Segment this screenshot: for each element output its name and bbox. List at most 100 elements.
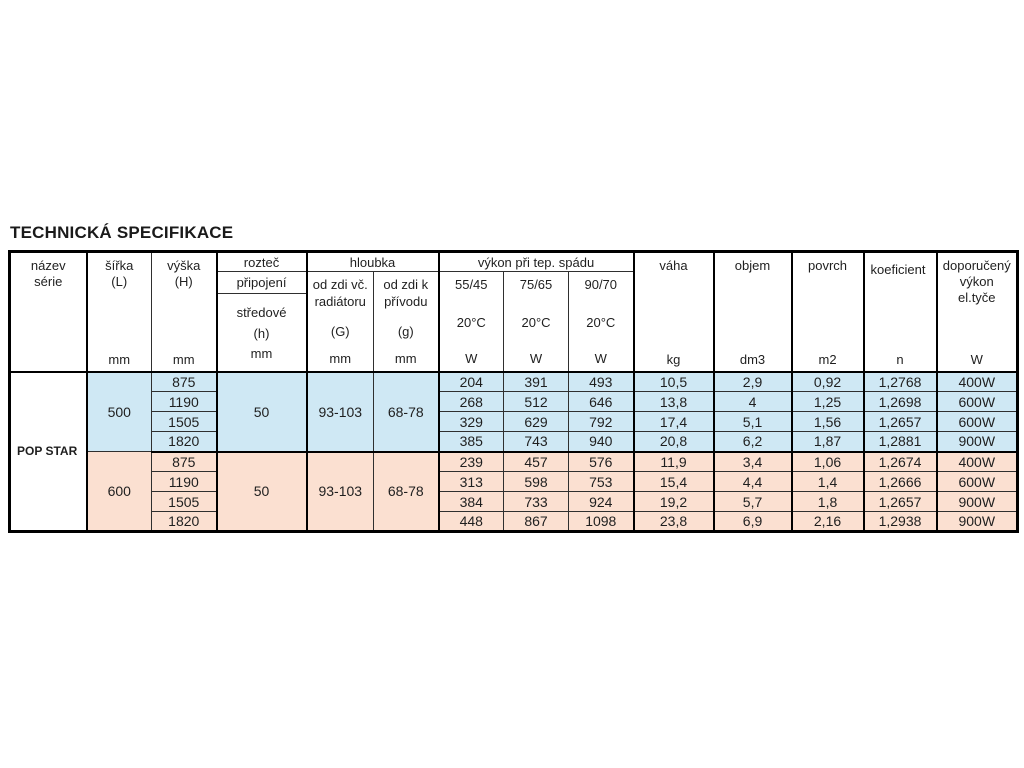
col-header-pripojeni: připojení <box>216 271 308 294</box>
cell-roztec: 50 <box>216 451 308 532</box>
header-symbol: (g) <box>397 323 414 339</box>
cell-objem: 2,9 <box>713 370 793 392</box>
table-row: 1505 329 629 792 17,4 5,1 1,56 1,2657 60… <box>10 411 1019 432</box>
cell-vykon-90-70: 924 <box>568 491 635 512</box>
header-label: doporučený <box>942 257 1011 273</box>
cell-vykon-90-70: 1098 <box>568 511 635 532</box>
header-label: koeficient <box>870 261 926 277</box>
cell-koeficient: 1,2674 <box>863 451 938 472</box>
header-label: (h) <box>253 325 270 341</box>
cell-hloubka-G: 93-103 <box>306 370 374 453</box>
cell-vyska: 1820 <box>151 511 218 532</box>
header-unit: n <box>896 351 904 367</box>
col-header-objem: objem dm3 <box>713 251 793 373</box>
cell-el-vykon: 600W <box>936 411 1019 432</box>
cell-vaha: 11,9 <box>633 451 715 472</box>
cell-vykon-90-70: 792 <box>568 411 635 432</box>
cell-vykon-75-65: 598 <box>503 471 570 492</box>
cell-koeficient: 1,2881 <box>863 431 938 453</box>
cell-objem: 6,9 <box>713 511 793 532</box>
table-row: 1820 448 867 1098 23,8 6,9 2,16 1,2938 9… <box>10 511 1019 532</box>
cell-povrch: 1,56 <box>791 411 865 432</box>
header-label: (H) <box>174 274 193 289</box>
cell-vyska: 1505 <box>151 491 218 512</box>
cell-vaha: 23,8 <box>633 511 715 532</box>
cell-roztec: 50 <box>216 370 308 453</box>
header-label: přívodu <box>384 293 428 309</box>
cell-vaha: 13,8 <box>633 391 715 412</box>
cell-vaha: 19,2 <box>633 491 715 512</box>
cell-vaha: 15,4 <box>633 471 715 492</box>
cell-vykon-55-45: 448 <box>438 511 505 532</box>
cell-hloubka-g: 68-78 <box>372 370 440 453</box>
cell-vaha: 10,5 <box>633 370 715 392</box>
col-header-koeficient: koeficient n <box>863 251 938 373</box>
cell-povrch: 1,25 <box>791 391 865 412</box>
header-label: 20°C <box>521 314 551 330</box>
cell-sirka: 600 <box>86 451 152 532</box>
header-unit: mm <box>250 345 273 361</box>
col-header-doporuceny-vykon: doporučený výkon el.tyče W <box>936 251 1019 373</box>
cell-vykon-90-70: 576 <box>568 451 635 472</box>
header-unit: m2 <box>818 351 837 367</box>
col-header-vaha: váha kg <box>633 251 715 373</box>
header-unit: kg <box>666 351 681 367</box>
header-unit: dm3 <box>739 351 766 367</box>
header-unit: W <box>970 351 983 367</box>
cell-vyska: 1820 <box>151 431 218 453</box>
cell-vyska: 1190 <box>151 391 218 412</box>
cell-vyska: 1505 <box>151 411 218 432</box>
header-label: 20°C <box>456 314 486 330</box>
col-header-stredove: středové (h) mm <box>216 293 308 373</box>
cell-vyska: 1190 <box>151 471 218 492</box>
cell-vykon-90-70: 940 <box>568 431 635 453</box>
col-header-hloubka-group: hloubka <box>305 251 440 272</box>
header-unit: W <box>529 351 543 367</box>
cell-vykon-75-65: 867 <box>503 511 570 532</box>
header-label: objem <box>734 257 771 273</box>
cell-vykon-75-65: 457 <box>503 451 570 472</box>
header-label: název <box>30 257 66 273</box>
header-label: váha <box>659 257 688 273</box>
cell-vykon-75-65: 512 <box>503 391 570 412</box>
table-row: 1505 384 733 924 19,2 5,7 1,8 1,2657 900… <box>10 491 1019 512</box>
col-header-nazev-serie: název série <box>9 251 88 373</box>
cell-vykon-55-45: 268 <box>438 391 505 412</box>
col-header-vykon-55-45: 55/45 20°C W <box>438 271 505 373</box>
header-unit: W <box>594 351 607 367</box>
cell-vykon-55-45: 384 <box>438 491 505 512</box>
cell-povrch: 1,87 <box>791 431 865 453</box>
col-header-vykon-90-70: 90/70 20°C W <box>568 271 635 373</box>
cell-vykon-55-45: 329 <box>438 411 505 432</box>
cell-objem: 4 <box>713 391 793 412</box>
cell-povrch: 0,92 <box>791 370 865 392</box>
cell-koeficient: 1,2938 <box>863 511 938 532</box>
cell-vykon-75-65: 629 <box>503 411 570 432</box>
cell-koeficient: 1,2768 <box>863 370 938 392</box>
cell-povrch: 1,06 <box>791 451 865 472</box>
header-label: od zdi k <box>383 277 429 293</box>
cell-vaha: 20,8 <box>633 431 715 453</box>
cell-vykon-55-45: 204 <box>438 370 505 392</box>
cell-vykon-55-45: 313 <box>438 471 505 492</box>
cell-el-vykon: 400W <box>936 451 1019 472</box>
table-row: POP STAR 500 875 50 93-103 68-78 204 391… <box>9 370 1019 532</box>
cell-koeficient: 1,2657 <box>863 491 938 512</box>
cell-vykon-75-65: 733 <box>503 491 570 512</box>
col-header-hloubka-g: od zdi k přívodu (g) mm <box>372 271 440 373</box>
header-label: šířka <box>105 257 134 273</box>
header-unit: mm <box>394 351 417 367</box>
cell-el-vykon: 600W <box>936 471 1019 492</box>
col-header-vykon-group: výkon při tep. spádu <box>438 251 635 272</box>
cell-vykon-90-70: 646 <box>568 391 635 412</box>
header-label: výkon <box>959 274 994 289</box>
header-label: středové <box>236 305 287 320</box>
cell-vykon-55-45: 239 <box>438 451 505 472</box>
cell-povrch: 1,4 <box>791 471 865 492</box>
cell-hloubka-G: 93-103 <box>306 451 374 532</box>
header-label: radiátoru <box>314 293 366 309</box>
cell-vykon-90-70: 493 <box>568 370 635 392</box>
cell-el-vykon: 900W <box>936 431 1019 453</box>
cell-objem: 6,2 <box>713 431 793 453</box>
cell-el-vykon: 400W <box>936 370 1019 392</box>
